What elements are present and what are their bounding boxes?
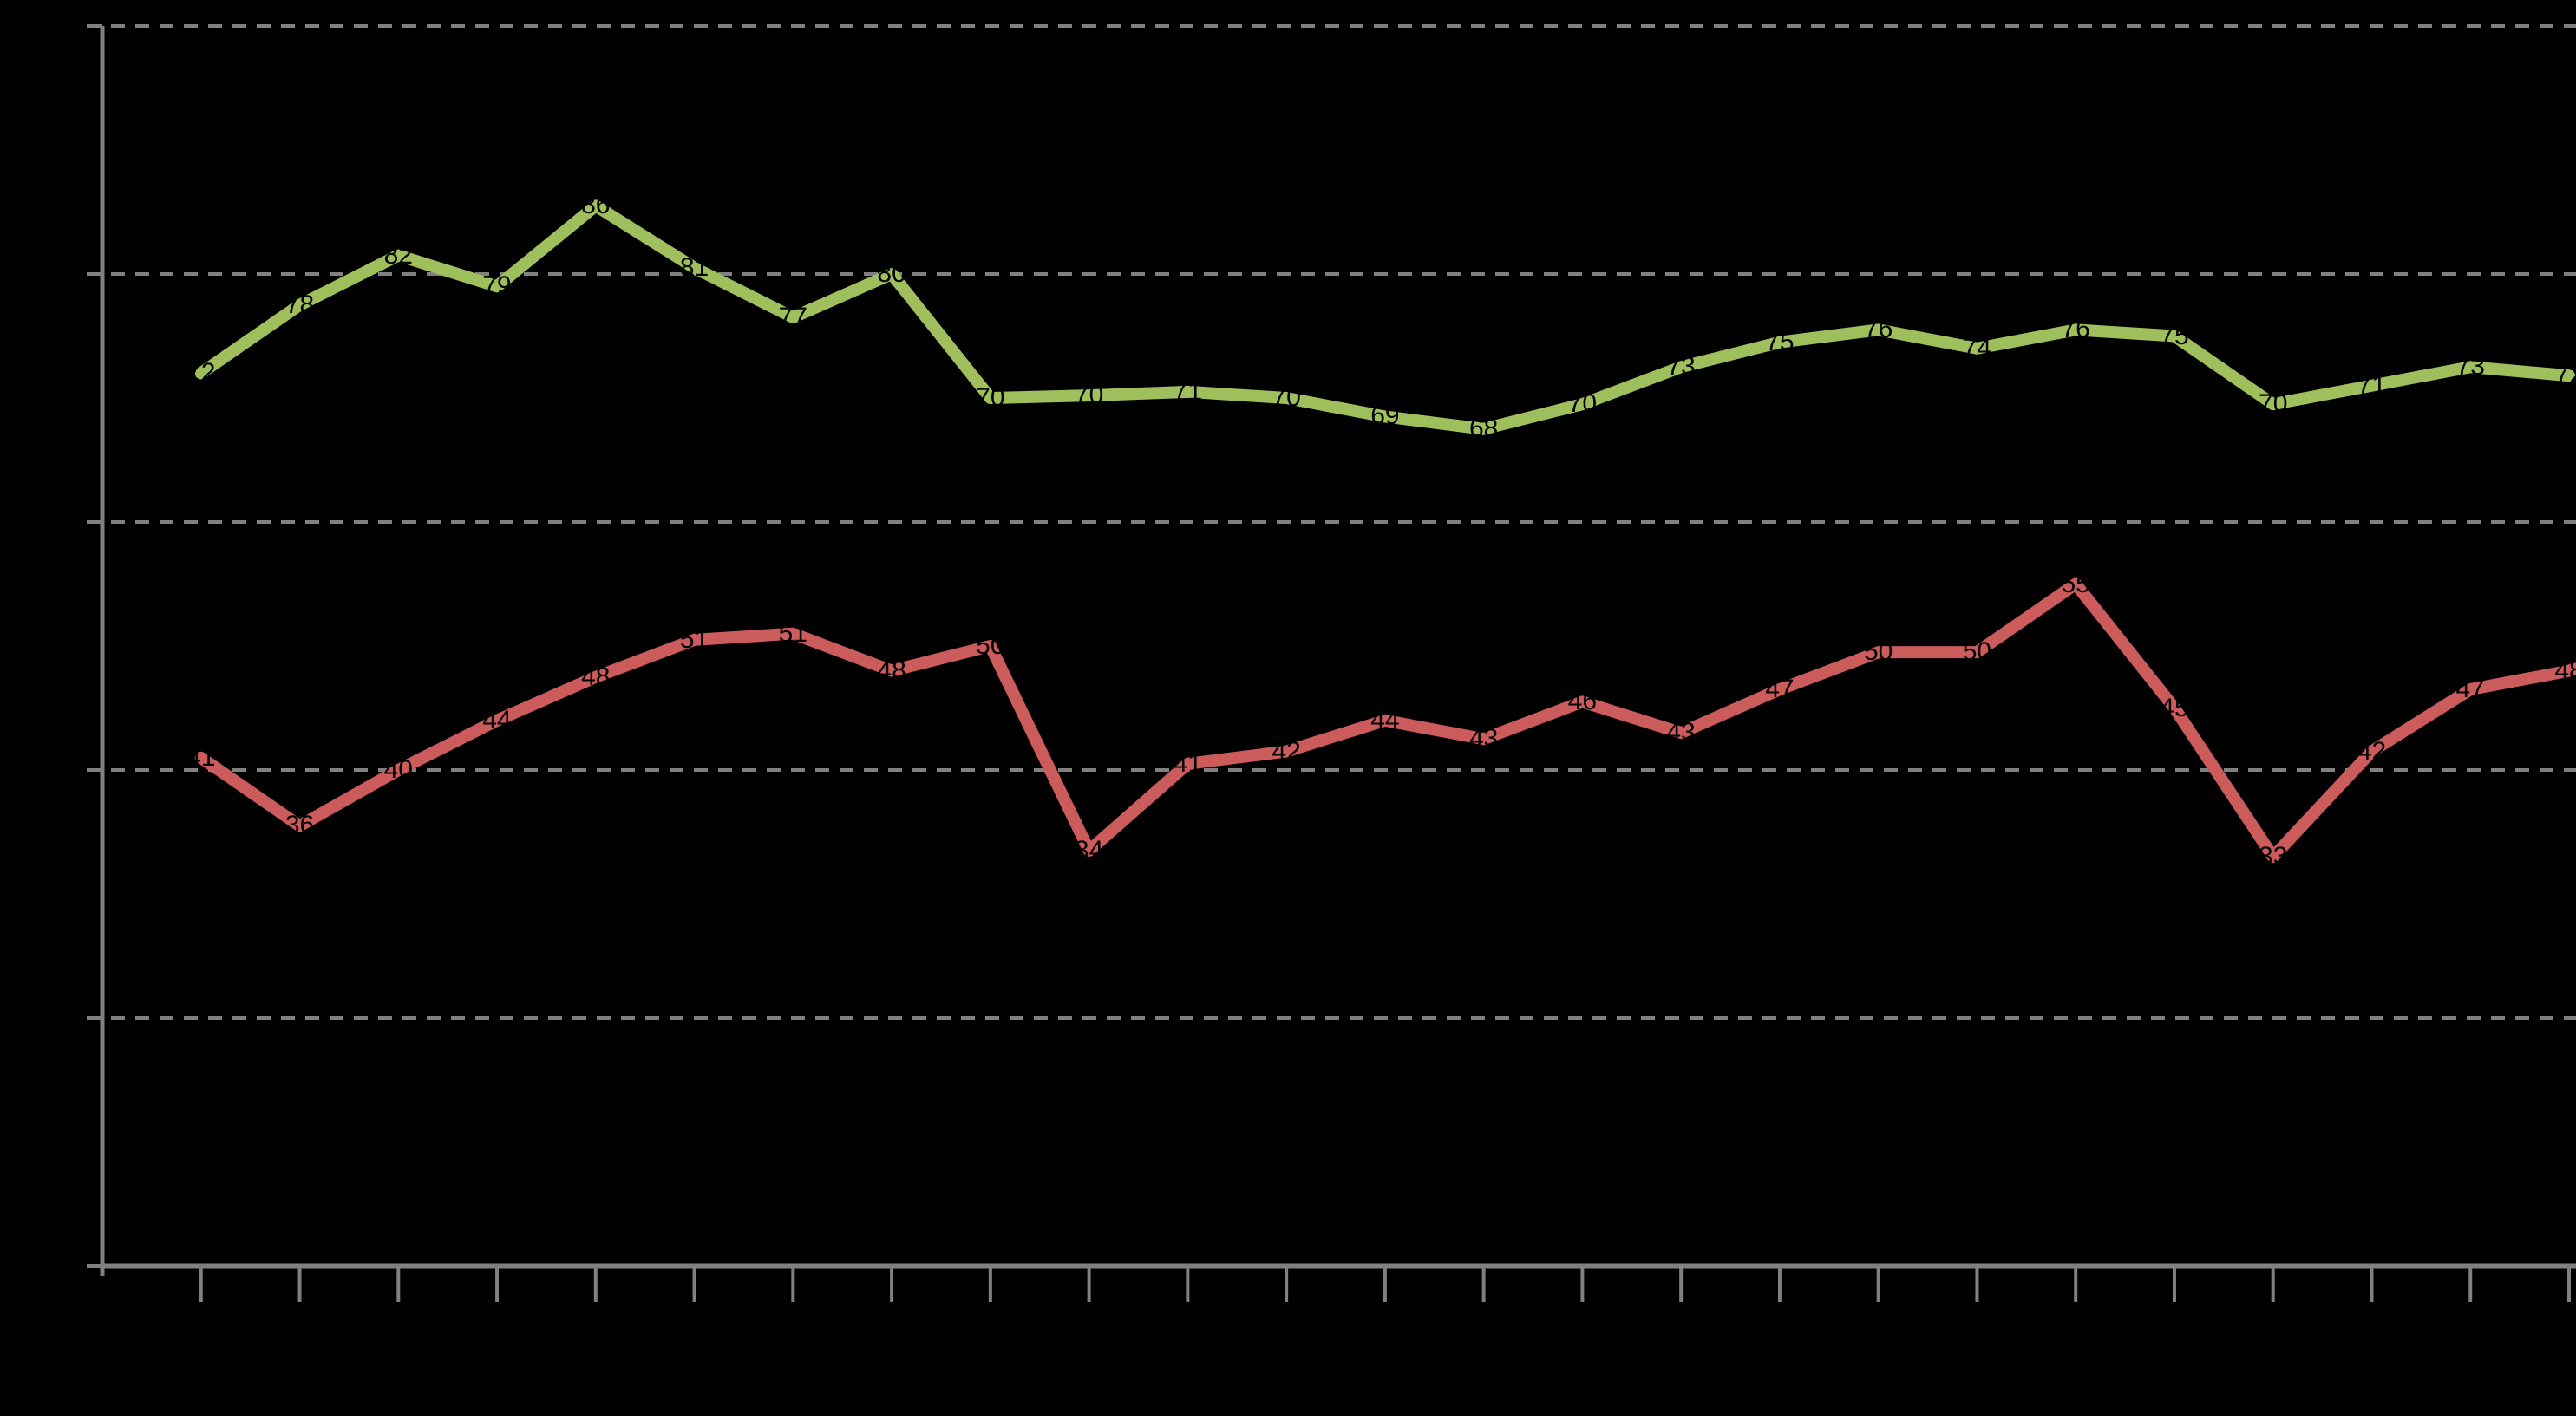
series-line [194,577,2576,864]
x-axis-ticks [199,1266,2571,1302]
data-series-layer [194,199,2576,864]
y-axis-ticks [87,24,102,1268]
series-line [194,199,2575,435]
